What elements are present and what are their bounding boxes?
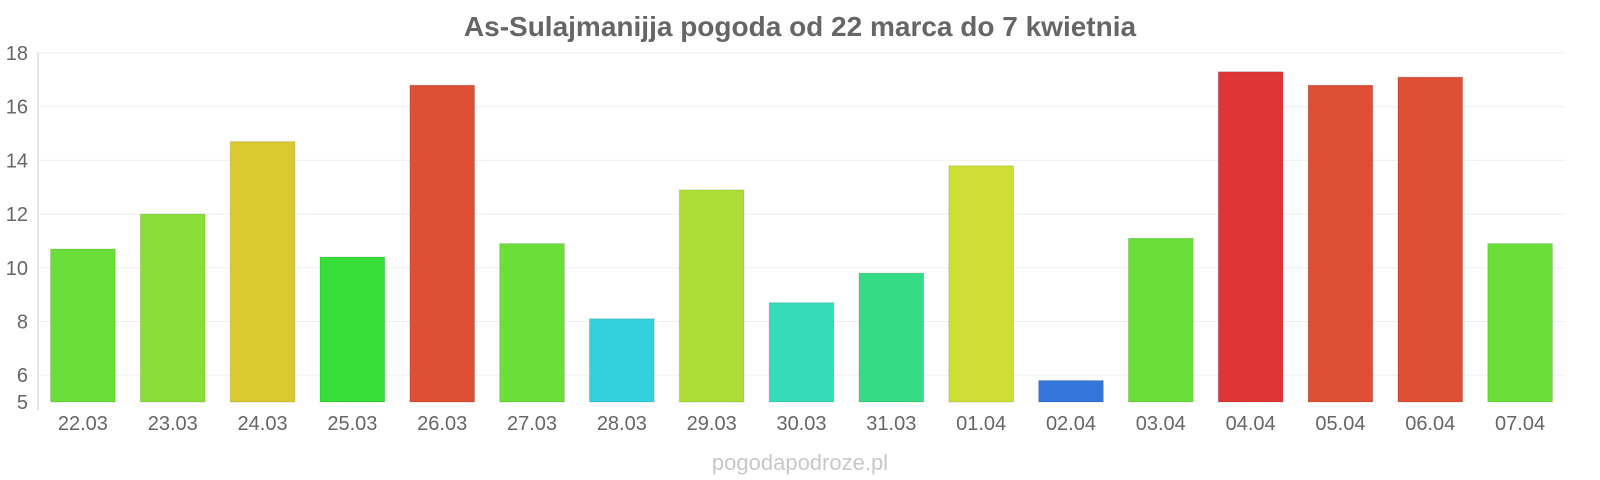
x-tick-label: 07.04 [1495,413,1545,435]
y-tick-label: 5 [17,392,28,414]
bar-22.03 [50,248,116,403]
chart-title: As-Sulajmanijja pogoda od 22 marca do 7 … [464,11,1137,42]
x-tick-label: 27.03 [507,413,557,435]
y-axis: 5 6 8 10 12 14 16 18 [6,43,39,414]
y-tick-label: 10 [6,258,28,280]
bar-06.04 [1397,76,1464,403]
x-tick-label: 26.03 [417,413,467,435]
bar-26.03 [409,84,476,403]
watermark-text: pogodapodroze.pl [712,450,888,475]
x-tick-label: 25.03 [327,413,377,435]
x-tick-label: 06.04 [1405,413,1455,435]
bar-27.03 [499,243,565,403]
bar-23.03 [139,213,206,403]
x-tick-label: 04.04 [1226,413,1276,435]
x-tick-label: 03.04 [1136,413,1186,435]
bar-30.03 [768,302,835,403]
x-tick-label: 30.03 [776,413,826,435]
bar-07.04 [1487,243,1553,403]
y-tick-label: 8 [17,311,28,333]
bar-05.04 [1307,84,1374,403]
y-tick-label: 6 [17,365,28,387]
x-axis: 22.03 23.03 24.03 25.03 26.03 27.03 28.03 29.03… [58,413,1545,435]
bar-04.04 [1217,71,1284,403]
bars [50,71,1553,403]
y-tick-label: 12 [6,204,28,226]
x-tick-label: 29.03 [687,413,737,435]
x-tick-label: 24.03 [238,413,288,435]
bar-24.03 [229,141,296,403]
y-tick-label: 14 [6,150,28,172]
x-tick-label: 23.03 [148,413,198,435]
bar-03.04 [1127,237,1194,403]
bar-31.03 [858,272,925,403]
bar-01.04 [948,165,1014,403]
y-tick-label: 18 [6,43,28,65]
x-tick-label: 02.04 [1046,413,1096,435]
x-tick-label: 28.03 [597,413,647,435]
bar-28.03 [589,318,655,403]
x-tick-label: 01.04 [956,413,1006,435]
bar-02.04 [1038,380,1104,403]
x-tick-label: 05.04 [1315,413,1365,435]
x-tick-label: 31.03 [866,413,916,435]
bar-25.03 [319,256,386,403]
x-tick-label: 22.03 [58,413,108,435]
bar-29.03 [678,189,745,403]
y-tick-label: 16 [6,97,28,119]
